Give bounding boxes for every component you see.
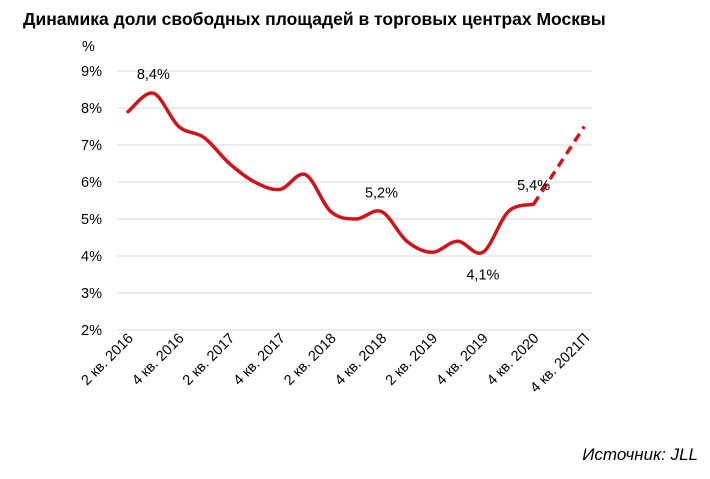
y-tick-label: 3% — [81, 286, 102, 302]
y-tick-label: 2% — [81, 323, 102, 339]
y-tick-label: 8% — [81, 101, 102, 117]
data-label: 5,4% — [517, 178, 550, 194]
y-tick-label: 4% — [81, 249, 102, 265]
data-label: 5,2% — [365, 186, 398, 202]
x-tick-label: 4 кв. 2019 — [433, 331, 491, 389]
y-tick-label: 6% — [81, 175, 102, 191]
series-line-forecast — [532, 125, 586, 206]
y-tick-label: 5% — [81, 212, 102, 228]
x-tick-label: 2 кв. 2017 — [180, 331, 238, 389]
y-axis-label: % — [82, 39, 95, 55]
x-tick-label: 4 кв. 2018 — [332, 331, 390, 389]
y-tick-label: 7% — [81, 138, 102, 154]
x-tick-label: 2 кв. 2016 — [79, 331, 137, 389]
x-tick-label: 4 кв. 2016 — [129, 331, 187, 389]
series-lines — [126, 91, 586, 255]
x-tick-label: 4 кв. 2017 — [231, 331, 289, 389]
x-tick-label: 2 кв. 2018 — [281, 331, 339, 389]
data-label: 4,1% — [466, 267, 499, 283]
chart-title: Динамика доли свободных площадей в торго… — [23, 9, 606, 29]
data-labels: 8,4% 5,2% 4,1% 5,4% — [137, 67, 550, 283]
data-label: 8,4% — [137, 67, 170, 83]
y-tick-label: 9% — [81, 64, 102, 80]
y-axis-ticks: 2% 3% 4% 5% 6% 7% 8% 9% — [81, 64, 102, 339]
series-line-actual — [126, 91, 536, 255]
grid-lines — [117, 70, 592, 331]
x-tick-label: 2 кв. 2019 — [383, 331, 441, 389]
source-note: Источник: JLL — [582, 445, 698, 464]
